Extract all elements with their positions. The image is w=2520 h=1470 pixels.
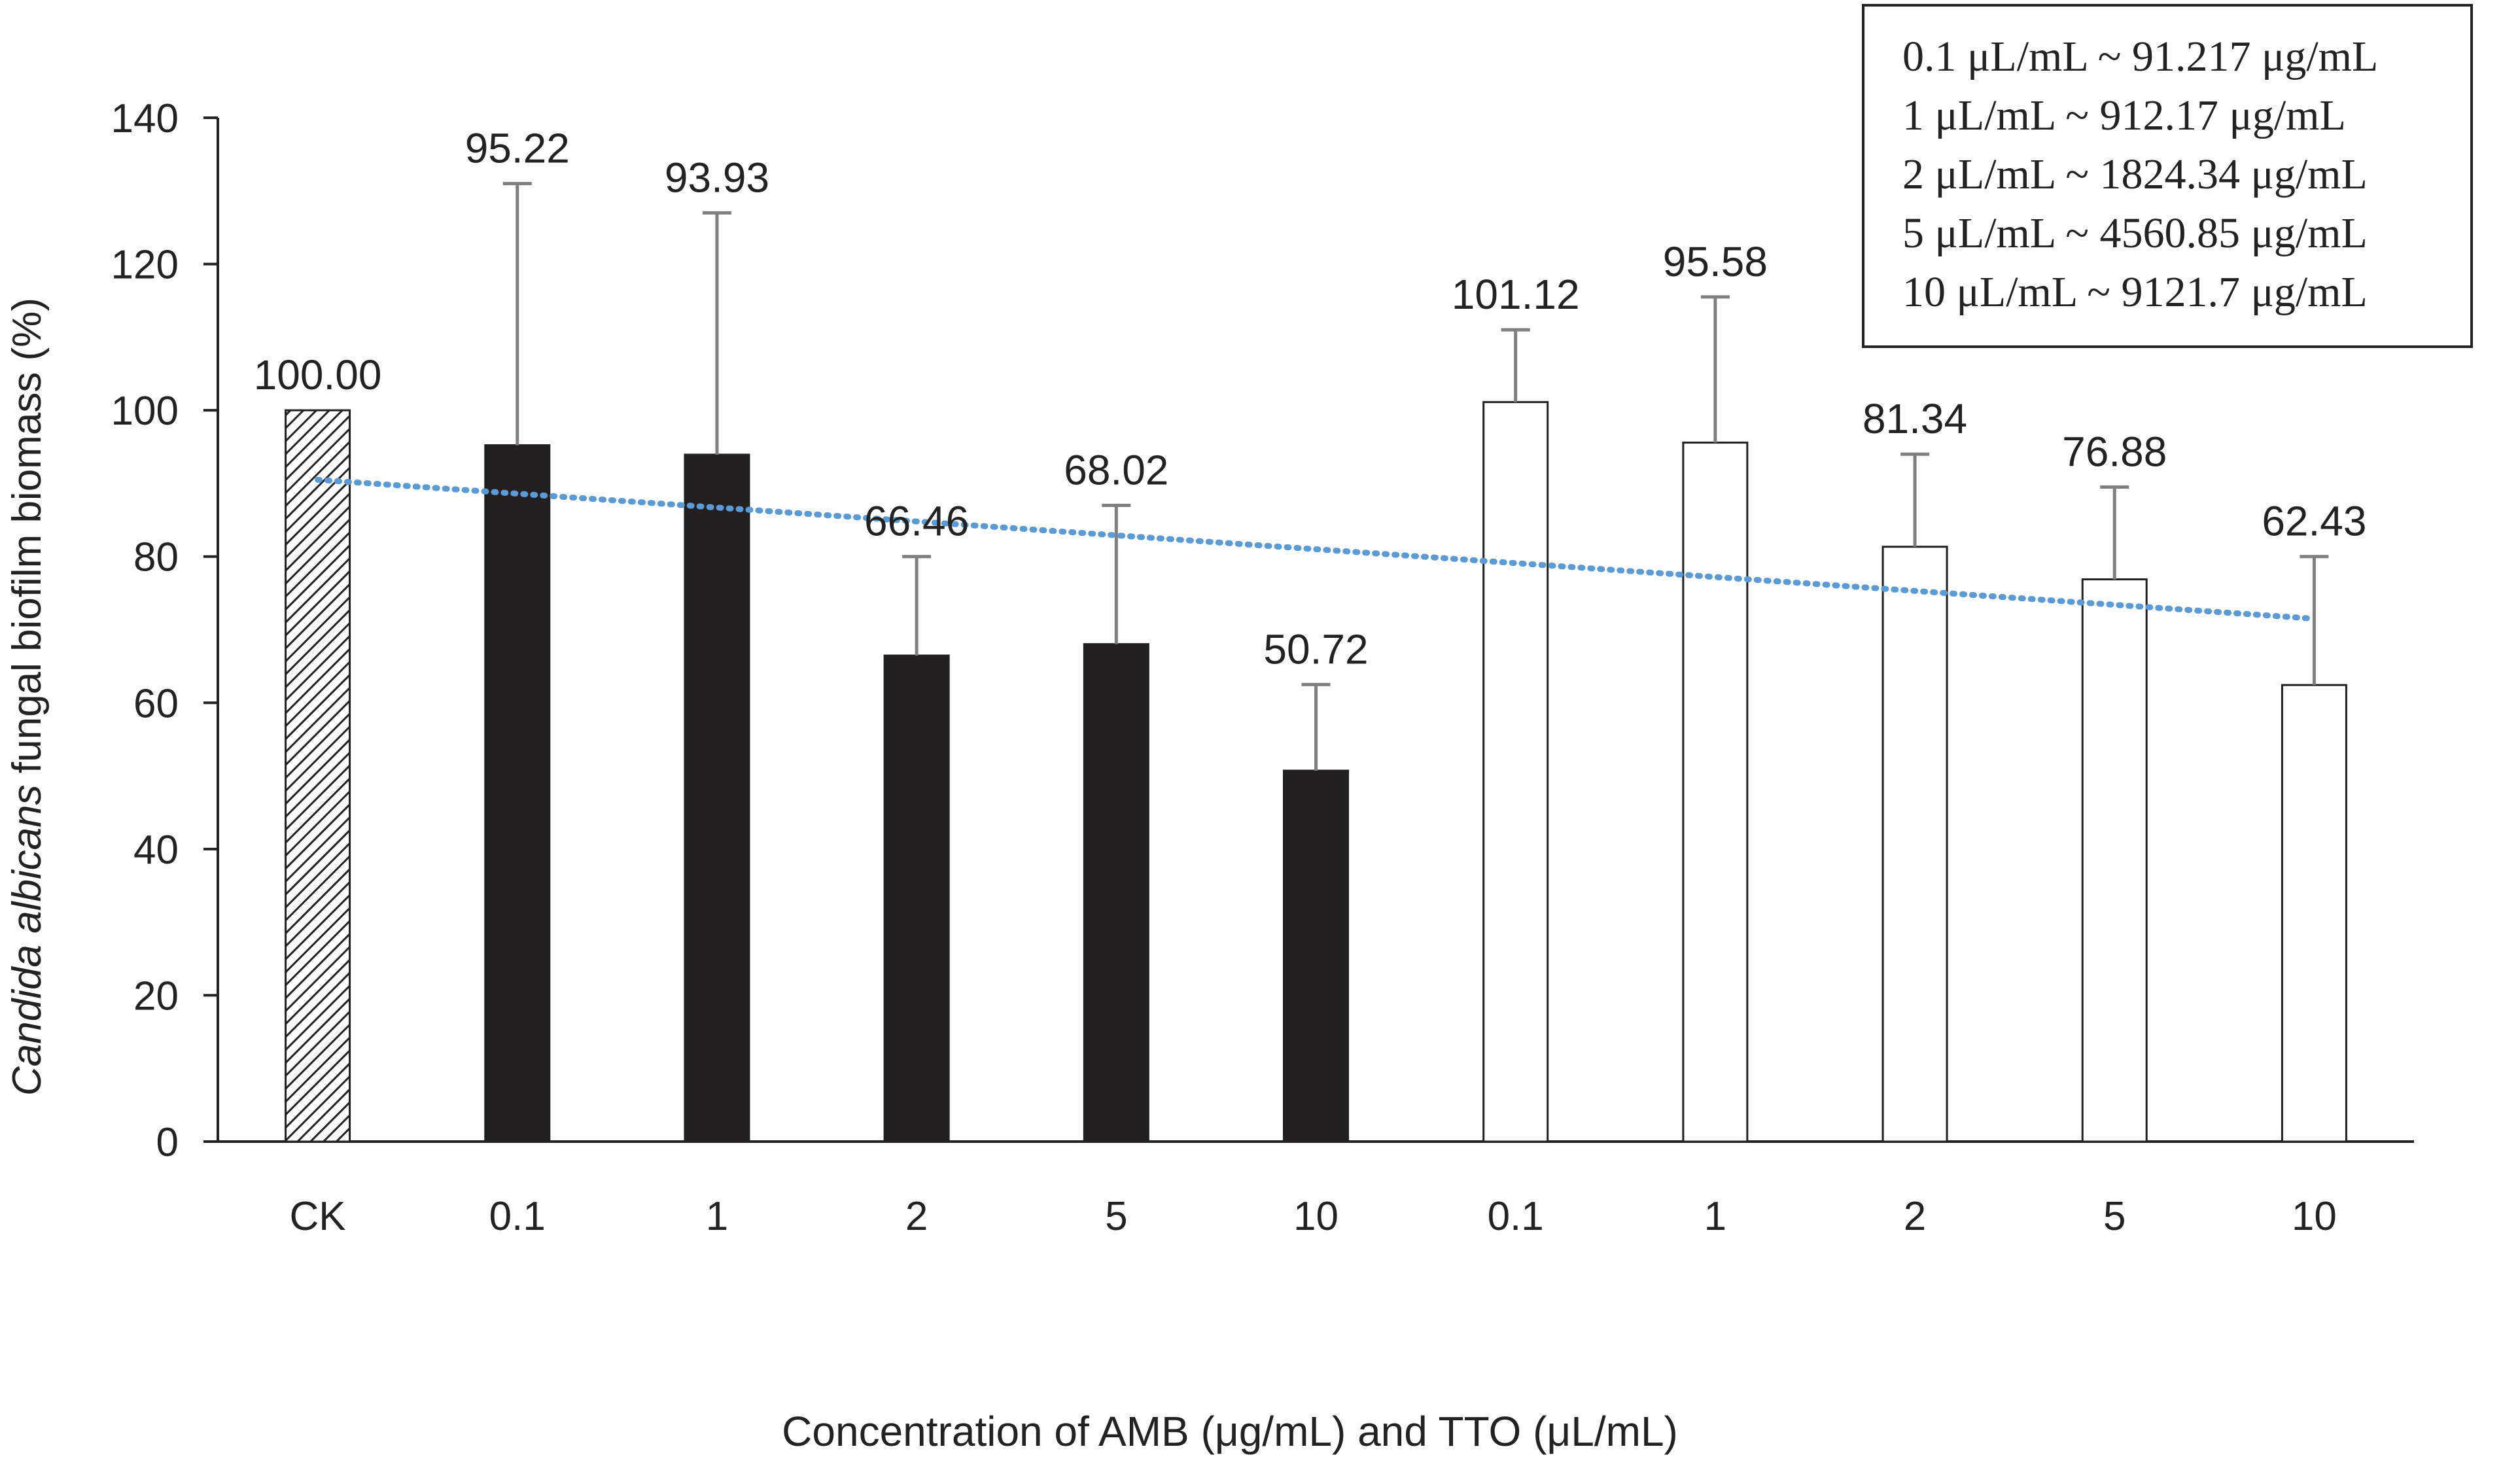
data-label: 101.12 <box>1452 271 1580 318</box>
data-label: 62.43 <box>2262 498 2366 545</box>
error-bars-layer <box>502 182 2329 771</box>
bar-tto <box>2281 684 2347 1143</box>
y-tick-label: 80 <box>133 535 179 580</box>
x-tick-label: 0.1 <box>489 1194 546 1239</box>
y-tick-label: 120 <box>111 243 179 288</box>
legend-line-2: 1 μL/mL ~ 912.17 μg/mL <box>1902 92 2346 139</box>
x-tick-label: 2 <box>1904 1194 1926 1239</box>
bar-tto <box>1881 546 1948 1143</box>
bar-amb <box>484 444 551 1143</box>
x-tick-label: 5 <box>2103 1194 2126 1239</box>
x-tick-label: 1 <box>706 1194 728 1239</box>
legend-frame <box>1862 4 2473 348</box>
y-tick-label: 20 <box>133 973 179 1019</box>
bar-amb <box>1083 643 1149 1143</box>
data-label: 81.34 <box>1863 395 1967 442</box>
y-tick-label: 140 <box>111 96 179 141</box>
y-tick-label: 0 <box>156 1120 179 1165</box>
bar-tto <box>2081 578 2148 1143</box>
x-tick-label: CK <box>290 1194 346 1239</box>
y-axis-title-rest: fungal biofilm biomass (%) <box>5 298 50 784</box>
y-axis-title: Candida albicans fungal biofilm biomass … <box>5 298 50 1096</box>
data-label: 93.93 <box>665 154 769 201</box>
bar-control <box>285 409 351 1143</box>
trendline <box>315 476 2317 622</box>
y-tick-label: 40 <box>133 828 179 873</box>
x-tick-label: 10 <box>2292 1194 2337 1239</box>
data-label: 95.58 <box>1663 238 1768 285</box>
bars-layer <box>285 401 2347 1143</box>
legend-line-5: 10 μL/mL ~ 9121.7 μg/mL <box>1902 268 2368 316</box>
x-tick-label: 1 <box>1704 1194 1726 1239</box>
data-label: 50.72 <box>1263 625 1368 673</box>
y-tick-label: 100 <box>111 389 179 434</box>
x-tick-label: 10 <box>1293 1194 1339 1239</box>
bar-amb <box>883 654 950 1143</box>
data-label: 66.46 <box>864 498 969 545</box>
data-label: 95.22 <box>465 125 570 172</box>
legend-line-1: 0.1 μL/mL ~ 91.217 μg/mL <box>1902 33 2378 80</box>
legend-line-4: 5 μL/mL ~ 4560.85 μg/mL <box>1902 209 2368 257</box>
axes-layer: 0 20 40 60 80 100 120 140 CK 0.1 1 2 5 10 0.1 1 2 5 10 <box>111 96 2414 1239</box>
bar-tto <box>1682 442 1749 1143</box>
x-axis-title: Concentration of AMB (μg/mL) and TTO (μL… <box>782 1408 1678 1455</box>
y-axis-title-italic: Candida albicans <box>5 784 50 1096</box>
labels-layer: 100.00 95.22 93.93 66.46 68.02 50.72 101.12 95.… <box>254 125 2367 673</box>
bar-amb <box>684 453 750 1143</box>
x-tick-label: 2 <box>905 1194 928 1239</box>
y-tick-label: 60 <box>133 681 179 726</box>
bar-tto <box>1482 401 1549 1143</box>
legend-line-3: 2 μL/mL ~ 1824.34 μg/mL <box>1902 150 2368 198</box>
legend-box: 0.1 μL/mL ~ 91.217 μg/mL 1 μL/mL ~ 912.1… <box>1862 4 2473 348</box>
data-label: 68.02 <box>1064 446 1168 493</box>
data-label: 100.00 <box>254 351 382 398</box>
bar-amb <box>1283 769 1349 1143</box>
trendline-layer <box>315 476 2317 622</box>
x-tick-label: 0.1 <box>1488 1194 1544 1239</box>
data-label: 76.88 <box>2062 429 2167 476</box>
x-tick-label: 5 <box>1105 1194 1127 1239</box>
